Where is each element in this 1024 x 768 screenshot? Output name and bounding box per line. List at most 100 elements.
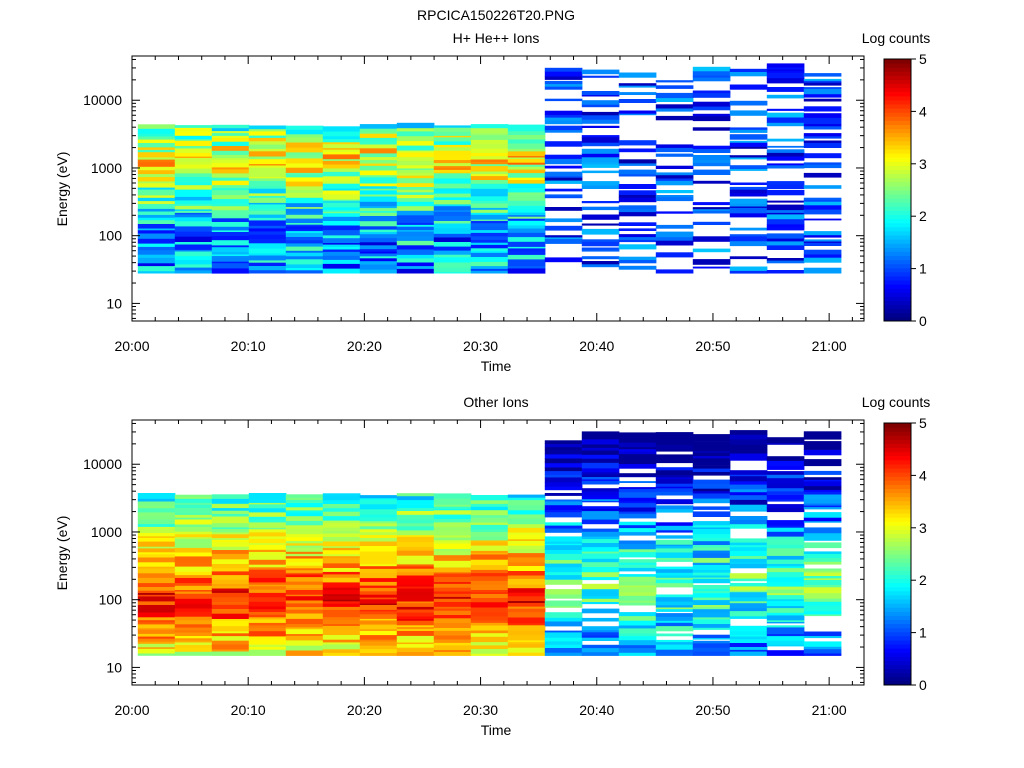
heatmap-cell — [433, 250, 472, 255]
heatmap-cell — [766, 108, 805, 111]
heatmap-cell — [396, 514, 435, 520]
heatmap-cell — [692, 647, 731, 652]
heatmap-cell — [507, 630, 546, 636]
heatmap-cell — [581, 531, 620, 537]
heatmap-cell — [211, 537, 250, 541]
heatmap-cell — [359, 231, 398, 235]
heatmap-cell — [322, 235, 361, 239]
heatmap-cell — [618, 576, 657, 582]
heatmap-cell — [248, 158, 287, 165]
heatmap-cell — [433, 598, 472, 602]
heatmap-cell — [396, 519, 435, 524]
heatmap-cell — [137, 229, 176, 234]
heatmap-cell — [396, 559, 435, 565]
heatmap-cell — [211, 597, 250, 602]
heatmap-cell — [248, 180, 287, 187]
heatmap-cell — [618, 455, 657, 461]
heatmap-cell — [248, 163, 287, 166]
heatmap-cell — [359, 170, 398, 176]
heatmap-cell — [507, 509, 546, 515]
heatmap-cell — [137, 561, 176, 567]
heatmap-cell — [174, 208, 213, 211]
heatmap-cell — [803, 218, 842, 221]
heatmap-cell — [766, 576, 805, 583]
heatmap-cell — [285, 218, 324, 223]
heatmap-cell — [692, 588, 731, 591]
heatmap-cell — [137, 622, 176, 625]
heatmap-cell — [248, 614, 287, 618]
heatmap-cell — [618, 194, 657, 198]
heatmap-cell — [359, 177, 398, 180]
heatmap-cell — [729, 474, 768, 477]
heatmap-cell — [618, 612, 657, 617]
heatmap-cell — [137, 590, 176, 593]
heatmap-cell — [803, 498, 842, 504]
heatmap-cell — [766, 565, 805, 569]
heatmap-cell — [322, 171, 361, 177]
heatmap-cell — [766, 520, 805, 526]
heatmap-cell — [396, 201, 435, 205]
heatmap-cell — [396, 244, 435, 250]
heatmap-cell — [729, 234, 768, 237]
heatmap-cell — [692, 623, 731, 628]
heatmap-cell — [618, 574, 657, 577]
heatmap-cell — [322, 536, 361, 542]
heatmap-cell — [581, 153, 620, 158]
heatmap-cell — [692, 266, 731, 269]
heatmap-cell — [359, 528, 398, 533]
heatmap-cell — [544, 194, 583, 197]
heatmap-cell — [581, 431, 620, 437]
y-axis-label: Energy (eV) — [54, 152, 70, 227]
heatmap-cell — [396, 591, 435, 596]
heatmap-cell — [692, 434, 731, 439]
heatmap-cell — [507, 143, 546, 149]
heatmap-cell — [359, 572, 398, 579]
heatmap-cell — [766, 204, 805, 211]
heatmap-cell — [618, 513, 657, 519]
heatmap-cell — [174, 531, 213, 535]
heatmap-cell — [359, 639, 398, 642]
heatmap-cell — [322, 216, 361, 221]
heatmap-cell — [507, 236, 546, 242]
heatmap-cell — [137, 257, 176, 264]
heatmap-cell — [507, 548, 546, 554]
heatmap-cell — [248, 582, 287, 585]
heatmap-cell — [322, 619, 361, 625]
heatmap-cell — [692, 465, 731, 469]
colorbar-segment — [884, 566, 911, 571]
colorbar-segment — [884, 235, 911, 240]
heatmap-cell — [618, 211, 657, 217]
heatmap-cell — [581, 455, 620, 459]
heatmap-cell — [581, 644, 620, 649]
colorbar-segment — [884, 230, 911, 236]
heatmap-cell — [655, 444, 694, 450]
heatmap-cell — [692, 557, 731, 563]
heatmap-cell — [248, 638, 287, 645]
heatmap-cell — [470, 161, 509, 165]
heatmap-cell — [359, 269, 398, 274]
heatmap-cell — [544, 632, 583, 638]
heatmap-cell — [433, 131, 472, 136]
heatmap-cell — [396, 203, 435, 207]
heatmap-cell — [174, 577, 213, 584]
heatmap-cell — [470, 564, 509, 570]
heatmap-cell — [655, 153, 694, 157]
heatmap-cell — [766, 226, 805, 231]
heatmap-cell — [803, 575, 842, 579]
colorbar-segment — [884, 648, 911, 653]
heatmap-cell — [692, 488, 731, 492]
heatmap-cell — [359, 618, 398, 621]
heatmap-cell — [729, 110, 768, 116]
heatmap-cell — [544, 486, 583, 491]
colorbar-segment — [884, 639, 911, 645]
heatmap-cell — [766, 258, 805, 261]
colorbar-frame — [883, 422, 912, 686]
heatmap-cell — [655, 224, 694, 229]
heatmap-cell — [507, 534, 546, 540]
heatmap-cell — [322, 207, 361, 210]
heatmap-cell — [581, 148, 620, 154]
heatmap-cell — [507, 540, 546, 545]
heatmap-cell — [396, 235, 435, 239]
heatmap-cell — [729, 638, 768, 643]
heatmap-cell — [470, 163, 509, 167]
